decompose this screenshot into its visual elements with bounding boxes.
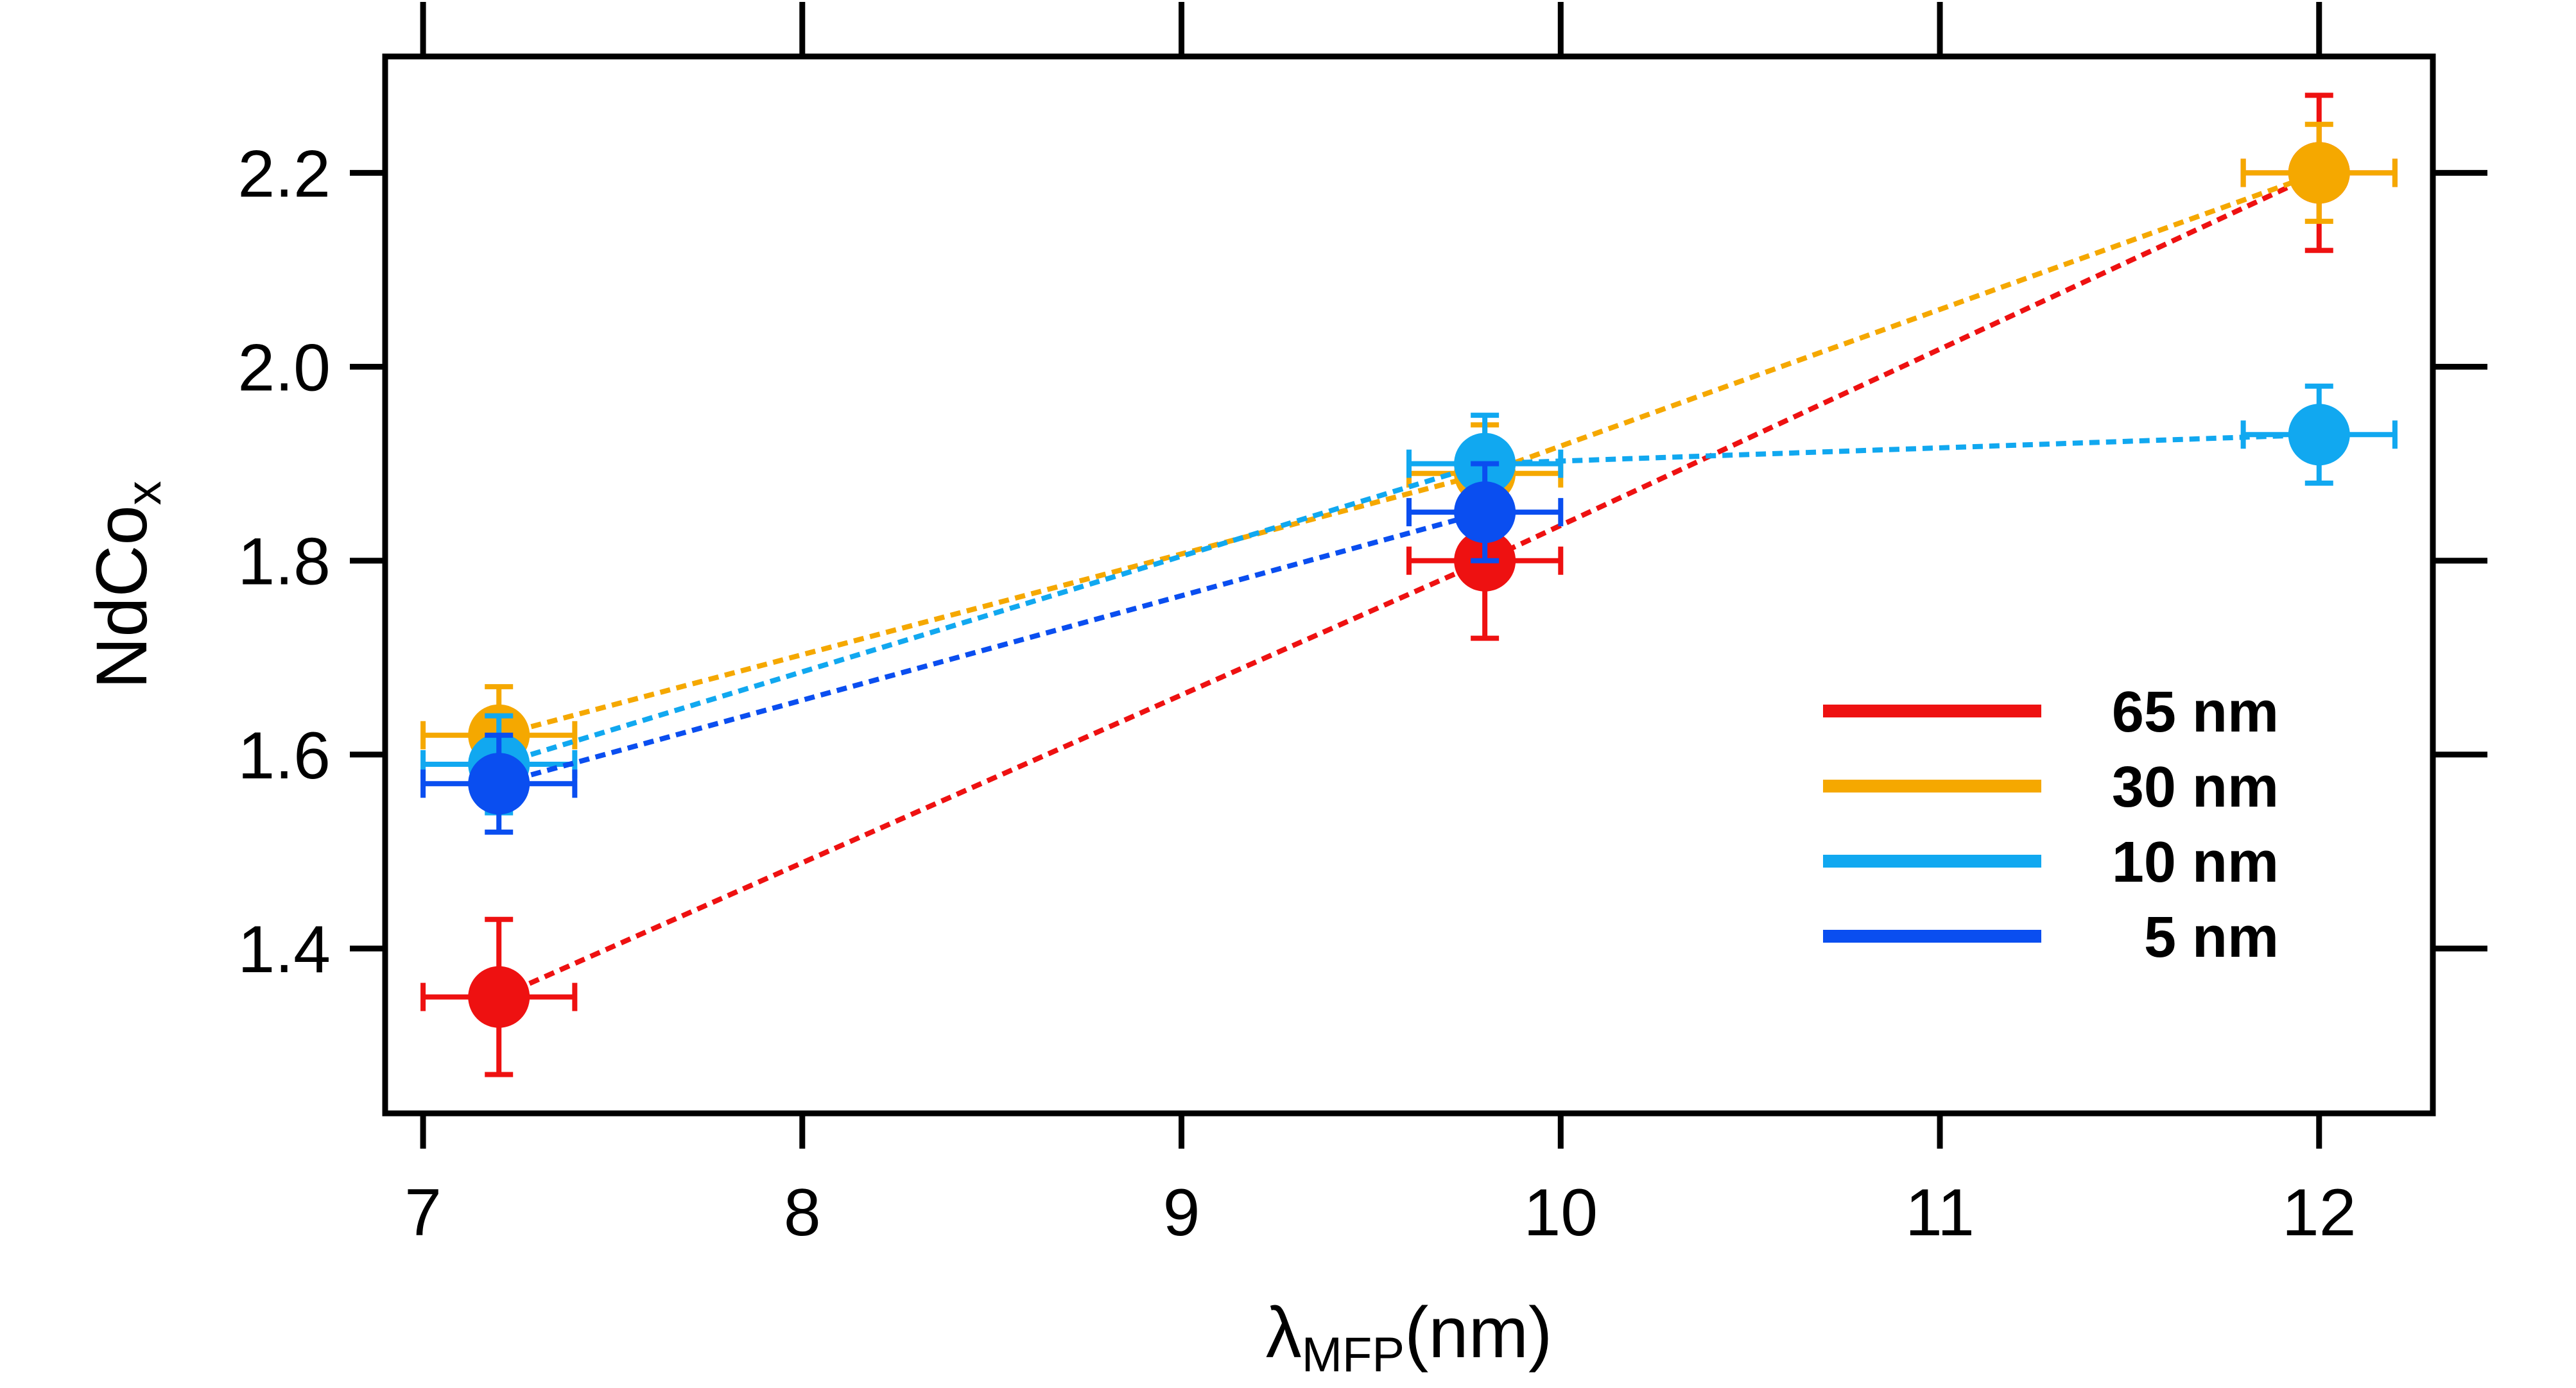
legend-label: 30 nm: [2112, 755, 2279, 819]
y-axis-title-main: NdCo: [82, 505, 162, 689]
data-point: [468, 753, 530, 815]
series-line: [498, 432, 2319, 767]
legend-label: 5 nm: [2144, 905, 2279, 970]
x-tick-label: 11: [1905, 1176, 1975, 1250]
tick-layer: 7 8 9 10 11 12 1.4 1.6 1.8 2.0 2.2: [238, 2, 2487, 1250]
y-tick-label: 2.2: [238, 137, 331, 211]
data-point: [1454, 481, 1516, 544]
legend-label: 10 nm: [2112, 830, 2279, 895]
data-point: [2288, 142, 2350, 204]
x-tick-label: 12: [2282, 1176, 2356, 1250]
series-layer: [420, 92, 2398, 1077]
y-tick-label: 1.4: [238, 912, 331, 987]
series-10-nm: [420, 383, 2398, 816]
y-tick-label: 1.8: [238, 525, 331, 599]
legend-label: 65 nm: [2112, 680, 2279, 744]
x-tick-label: 8: [784, 1176, 821, 1250]
series-65-nm: [420, 92, 2398, 1077]
series-line: [497, 170, 2321, 1000]
x-tick-label: 10: [1523, 1176, 1598, 1250]
plot-frame: [382, 53, 2436, 1117]
x-axis-title: λMFP(nm): [1266, 1292, 1553, 1382]
y-axis-title-subscript: x: [117, 481, 171, 505]
data-point: [468, 966, 530, 1028]
x-tick-label: 9: [1163, 1176, 1200, 1250]
x-axis-title-main: λ: [1266, 1292, 1302, 1373]
x-tick-label: 7: [404, 1176, 442, 1250]
series-line: [498, 510, 1486, 787]
data-point: [2288, 404, 2350, 466]
x-axis-title-suffix: (nm): [1405, 1292, 1552, 1373]
y-tick-label: 1.6: [238, 719, 331, 793]
y-tick-label: 2.0: [238, 331, 331, 406]
legend: 65 nm 30 nm 10 nm 5 nm: [1823, 680, 2279, 970]
y-axis-title: NdCox: [82, 481, 171, 689]
x-axis-title-subscript: MFP: [1302, 1328, 1405, 1382]
series-5-nm: [420, 461, 1564, 835]
